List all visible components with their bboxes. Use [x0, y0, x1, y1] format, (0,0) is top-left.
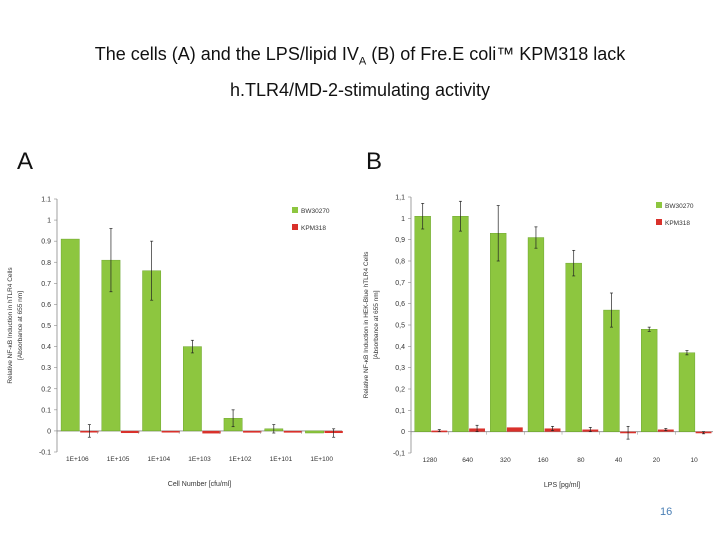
x-tick-label: 1E+103 [188, 456, 211, 463]
panel-label-b: B [366, 148, 383, 175]
y-tick-label: 0.4 [41, 344, 51, 351]
y-tick-label: 0,3 [395, 365, 405, 372]
bar-bw30270 [527, 237, 545, 432]
y-tick-label: 0.7 [41, 281, 51, 288]
y-tick-label: 0,6 [395, 301, 405, 308]
x-tick-label: 1E+105 [107, 456, 130, 463]
x-tick-label: 20 [653, 457, 661, 464]
bar-bw30270 [565, 262, 582, 432]
bar-bw30270 [414, 216, 431, 432]
legend-swatch [656, 202, 662, 208]
bar-bw30270 [60, 238, 80, 432]
x-tick-label: 1280 [423, 457, 438, 464]
y-tick-label: 0,5 [395, 323, 405, 330]
y-tick-label: -0,1 [393, 451, 405, 458]
y-tick-label: 0,9 [395, 237, 405, 244]
bar-bw30270 [603, 309, 620, 432]
x-tick-label: 160 [538, 457, 549, 464]
bar-bw30270 [452, 216, 469, 432]
bar-kpm318 [506, 427, 523, 432]
y-tick-label: 0,7 [395, 280, 405, 287]
y-tick-label: 1,1 [395, 195, 405, 202]
y-tick-label: 1 [47, 218, 51, 225]
legend-label: KPM318 [301, 225, 326, 232]
page-number: 16 [660, 506, 673, 518]
x-tick-label: 10 [691, 457, 699, 464]
x-tick-label: 320 [500, 457, 511, 464]
y-tick-label: 0.8 [41, 260, 51, 267]
y-tick-label: 0,4 [395, 344, 405, 351]
x-tick-label: 1E+104 [147, 456, 170, 463]
y-tick-label: 0.2 [41, 386, 51, 393]
x-tick-label: 1E+100 [310, 456, 333, 463]
y-tick-label: 0.9 [41, 239, 51, 246]
y-tick-label: 0,2 [395, 387, 405, 394]
bar-kpm318 [283, 430, 303, 433]
chart-b-lps: -0,1 0 0,1 0,2 0,3 0,4 0,5 0,6 0,7 0,8 0,9 1 1,1 Rela… [363, 195, 713, 489]
slide-title: The cells (A) and the LPS/lipid IVA (B) … [40, 40, 680, 104]
legend-swatch [292, 224, 298, 230]
y-axis-label: Relative NF-κB Induction in hTLR4 Cells [7, 267, 14, 384]
bar-kpm318 [202, 430, 221, 434]
bar-kpm318 [243, 430, 262, 433]
bar-kpm318 [120, 430, 140, 434]
bar-bw30270 [641, 329, 658, 432]
legend-swatch [656, 219, 662, 225]
x-tick-label: 80 [577, 457, 585, 464]
legend-label: BW30270 [665, 203, 694, 210]
x-axis-label: Cell Number [cfu/ml] [168, 481, 231, 488]
y-tick-label: 1 [401, 216, 405, 223]
x-tick-label: 1E+102 [229, 456, 252, 463]
bar-kpm318 [161, 430, 180, 433]
bar-bw30270 [490, 233, 507, 432]
y-tick-label: 1.1 [41, 197, 51, 204]
y-axis-label-units: [Absorbance at 655 nm] [17, 291, 24, 360]
y-tick-label: 0,1 [395, 408, 405, 415]
x-tick-label: 640 [462, 457, 473, 464]
y-tick-label: -0.1 [39, 450, 51, 457]
y-tick-label: 0,8 [395, 259, 405, 266]
bar-bw30270 [305, 430, 324, 434]
x-tick-label: 1E+106 [66, 456, 89, 463]
x-axis-label: LPS [pg/ml] [544, 482, 580, 489]
y-tick-label: 0.3 [41, 365, 51, 372]
x-tick-label: 40 [615, 457, 623, 464]
y-tick-label: 0.1 [41, 407, 51, 414]
title-line1-post: (B) of Fre.E coli™ KPM318 lack [366, 44, 626, 64]
panel-label-a: A [17, 148, 34, 175]
title-line2: h.TLR4/MD-2-stimulating activity [229, 79, 491, 100]
y-axis-label-units: [Absorbance at 655 nm] [373, 290, 380, 359]
y-tick-label: 0.5 [41, 323, 51, 330]
legend-label: BW30270 [301, 208, 330, 215]
bar-bw30270 [183, 346, 202, 432]
x-tick-label: 1E+101 [270, 456, 293, 463]
title-line1-pre: The cells (A) and the LPS/lipid IV [94, 44, 359, 64]
title-subscript: A [358, 55, 367, 68]
bar-bw30270 [678, 352, 696, 432]
legend-label: KPM318 [665, 220, 690, 227]
y-axis-label: Relative NF-κB Induction in HEK-Blue hTL… [363, 251, 370, 398]
chart-a-cells: -0.1 0 0.1 0.2 0.3 0.4 0.5 0.6 0.7 0.8 0.9 1 1.1 Rela… [7, 197, 343, 488]
y-tick-label: 0 [401, 429, 405, 436]
y-tick-label: 0 [47, 428, 51, 435]
legend-swatch [292, 207, 298, 213]
y-tick-label: 0.6 [41, 302, 51, 309]
